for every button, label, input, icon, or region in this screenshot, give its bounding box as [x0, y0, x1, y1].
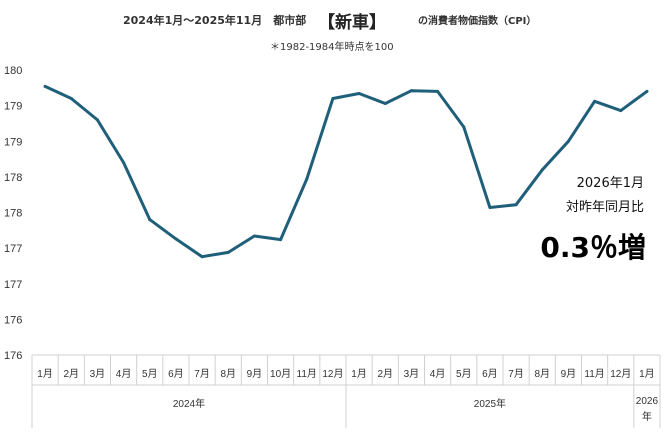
x-tick-label: 12月 — [610, 368, 631, 380]
data-point — [383, 101, 387, 105]
data-point — [200, 255, 204, 259]
x-tick-label: 10月 — [270, 368, 291, 380]
x-tick-label: 12月 — [322, 368, 343, 380]
x-tick-label: 6月 — [168, 368, 184, 380]
data-point — [279, 238, 283, 242]
data-point — [409, 89, 413, 93]
data-point — [593, 99, 597, 103]
data-point — [514, 203, 518, 207]
chart-title: 2024年1月～2025年11月 都市部 【新車】 の消費者物価指数（CPI） — [0, 8, 666, 33]
x-tick-label: 11月 — [584, 368, 604, 380]
y-tick-label: 178 — [4, 208, 22, 220]
data-point — [540, 168, 544, 172]
data-point — [69, 97, 73, 100]
series-line — [43, 84, 649, 259]
x-tick-label: 7月 — [508, 368, 524, 380]
y-tick-label: 176 — [4, 314, 22, 326]
title-new-car: 【新車】 — [318, 13, 386, 33]
y-tick-label: 176 — [4, 350, 22, 362]
y-tick-label: 177 — [4, 279, 22, 291]
data-point — [148, 218, 152, 222]
x-tick-label: 5月 — [456, 368, 472, 380]
annotation-yoy-label: 対昨年同月比 — [565, 200, 644, 215]
x-group-label-suffix: 年 — [642, 410, 652, 423]
data-point — [331, 97, 335, 100]
title-period: 2024年1月～2025年11月 都市部 — [123, 14, 307, 27]
data-point — [122, 161, 126, 165]
x-tick-label: 3月 — [404, 368, 420, 380]
x-tick-label: 3月 — [90, 368, 106, 380]
data-point — [462, 125, 466, 129]
data-point — [252, 234, 256, 238]
x-tick-label: 4月 — [430, 368, 446, 380]
data-point — [488, 206, 492, 210]
x-group-label: 2026 — [636, 396, 659, 407]
x-tick-label: 6月 — [482, 368, 498, 380]
annotation-yoy-value: 0.3％増 — [540, 231, 646, 264]
data-point — [357, 92, 361, 96]
x-tick-label: 7月 — [194, 368, 210, 380]
data-point — [436, 89, 440, 93]
x-tick-label: 1月 — [639, 368, 655, 380]
y-tick-label: 177 — [4, 243, 22, 255]
chart-subtitle-note: ＊1982-1984年時点を100 — [270, 42, 394, 53]
y-tick-label: 179 — [4, 101, 22, 113]
x-group-label: 2025年 — [474, 397, 506, 410]
x-tick-label: 5月 — [142, 368, 158, 380]
y-tick-label: 179 — [4, 136, 22, 148]
data-point — [226, 250, 230, 254]
annotation-date: 2026年1月 — [576, 176, 644, 191]
title-cpi: の消費者物価指数（CPI） — [418, 16, 537, 27]
data-point — [95, 118, 99, 122]
x-tick-label: 8月 — [220, 368, 236, 380]
data-point — [43, 84, 47, 88]
data-point — [305, 177, 309, 181]
x-tick-label: 11月 — [297, 368, 317, 380]
x-group-label: 2024年 — [173, 397, 205, 410]
x-tick-label: 9月 — [247, 368, 263, 380]
x-tick-label: 9月 — [561, 368, 577, 380]
y-tick-label: 178 — [4, 172, 22, 184]
x-tick-label: 1月 — [351, 368, 367, 380]
data-point — [174, 237, 178, 241]
x-tick-label: 2月 — [63, 368, 79, 380]
y-axis-tick-labels: 180 179 179 178 178 177 177 176 176 — [4, 65, 22, 362]
data-point — [645, 89, 649, 93]
data-point — [566, 139, 570, 143]
y-tick-label: 180 — [4, 65, 22, 77]
data-point — [619, 109, 623, 113]
x-tick-label: 2月 — [377, 368, 393, 380]
x-axis: 1月 2月 3月 4月 5月 6月 7月 8月 9月 10月 11月 12月 1月 2月 3月 4月 5月 6月 7… — [31, 354, 661, 428]
x-tick-label: 1月 — [37, 368, 53, 380]
x-tick-label: 8月 — [534, 368, 550, 380]
series-line-layer — [43, 84, 649, 259]
x-tick-label: 4月 — [116, 368, 132, 380]
